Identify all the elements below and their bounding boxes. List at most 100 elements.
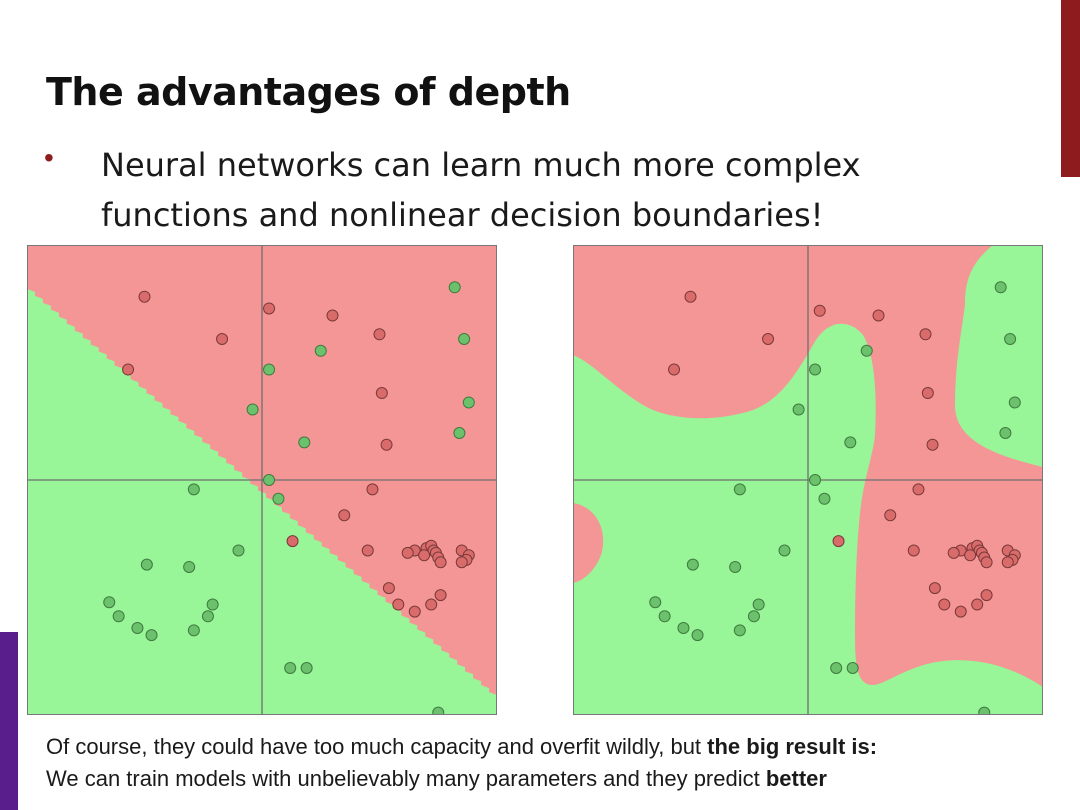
red-point <box>425 598 438 611</box>
green-point <box>112 610 125 623</box>
red-point <box>762 333 775 345</box>
green-point <box>844 436 857 449</box>
red-point <box>373 328 386 341</box>
red-point <box>971 598 984 611</box>
footer-line-2: We can train models with unbelievably ma… <box>46 763 1056 795</box>
green-point <box>183 560 196 573</box>
red-point <box>382 582 395 595</box>
green-point <box>994 281 1007 294</box>
slide-title: The advantages of depth <box>46 70 571 114</box>
green-point <box>300 662 313 674</box>
green-point <box>201 610 214 623</box>
green-point <box>733 483 746 496</box>
green-point <box>860 344 873 357</box>
plot-frame <box>27 245 497 715</box>
green-point <box>778 544 791 557</box>
red-point <box>668 363 681 376</box>
green-point <box>263 363 276 376</box>
green-point <box>458 333 471 345</box>
green-point <box>747 610 760 623</box>
red-point <box>375 387 388 400</box>
red-point <box>954 605 967 618</box>
green-point <box>999 427 1012 439</box>
green-point <box>809 363 822 376</box>
nonlinear-boundary-plot <box>573 245 1043 715</box>
green-point <box>752 598 765 611</box>
green-point <box>187 483 200 496</box>
red-point <box>366 483 379 496</box>
green-point <box>432 706 445 715</box>
red-point <box>392 598 405 611</box>
red-point <box>684 290 697 303</box>
red-point <box>286 535 299 548</box>
red-point <box>907 544 920 557</box>
red-point <box>980 589 993 602</box>
green-point <box>691 629 704 642</box>
nonlinear-boundary-chart <box>573 245 1043 715</box>
red-region-1 <box>573 503 604 583</box>
red-point <box>921 387 934 400</box>
plot-frame <box>573 245 1043 715</box>
bullet-text: Neural networks can learn much more comp… <box>101 146 861 234</box>
green-point <box>978 706 991 715</box>
red-point <box>418 549 431 562</box>
footer-line-1-text: Of course, they could have too much capa… <box>46 734 708 759</box>
red-point <box>832 535 845 548</box>
green-point <box>1008 396 1021 409</box>
red-point <box>326 309 339 322</box>
green-point <box>131 622 144 635</box>
footer-line-1: Of course, they could have too much capa… <box>46 731 1056 763</box>
red-point <box>964 549 977 562</box>
red-point <box>434 589 447 602</box>
red-point <box>455 556 468 569</box>
red-point <box>919 328 932 341</box>
red-point <box>434 556 447 569</box>
footer-line-2-text: We can train models with unbelievably ma… <box>46 766 766 791</box>
red-region-0 <box>573 245 1043 687</box>
red-point <box>401 546 414 559</box>
green-point <box>809 474 822 486</box>
green-point <box>314 344 327 357</box>
green-point <box>830 662 843 674</box>
green-point <box>686 558 699 571</box>
red-point <box>980 556 993 569</box>
accent-bar-top-right <box>1061 0 1080 177</box>
green-point <box>462 396 475 409</box>
red-point <box>912 483 925 496</box>
green-point <box>1004 333 1017 345</box>
green-point <box>272 492 285 505</box>
red-point <box>263 302 276 315</box>
green-point <box>145 629 158 642</box>
green-point <box>733 624 746 637</box>
green-point <box>658 610 671 623</box>
red-point <box>122 363 135 376</box>
green-point <box>187 624 200 637</box>
green-point <box>729 560 742 573</box>
footer-line-1-bold: the big result is: <box>707 734 878 759</box>
red-point <box>138 290 151 303</box>
green-point <box>677 622 690 635</box>
green-point <box>206 598 219 611</box>
accent-bar-bottom-left <box>0 632 18 810</box>
green-point <box>284 662 297 674</box>
red-point <box>884 509 897 522</box>
red-point <box>380 438 393 451</box>
green-point <box>103 596 116 609</box>
green-point <box>649 596 662 609</box>
footer-caption: Of course, they could have too much capa… <box>46 731 1056 795</box>
red-point <box>408 605 421 618</box>
red-point <box>947 546 960 559</box>
linear-boundary-plot <box>27 245 497 715</box>
green-point <box>846 662 859 674</box>
green-point <box>298 436 311 449</box>
red-point <box>361 544 374 557</box>
red-point <box>813 304 826 317</box>
bullet-dot-icon: • <box>44 142 54 173</box>
green-point <box>453 427 466 439</box>
linear-boundary-chart <box>27 245 497 715</box>
red-point <box>938 598 951 611</box>
green-point <box>263 474 276 486</box>
green-point <box>792 403 805 416</box>
green-point <box>232 544 245 557</box>
red-point <box>1001 556 1014 569</box>
